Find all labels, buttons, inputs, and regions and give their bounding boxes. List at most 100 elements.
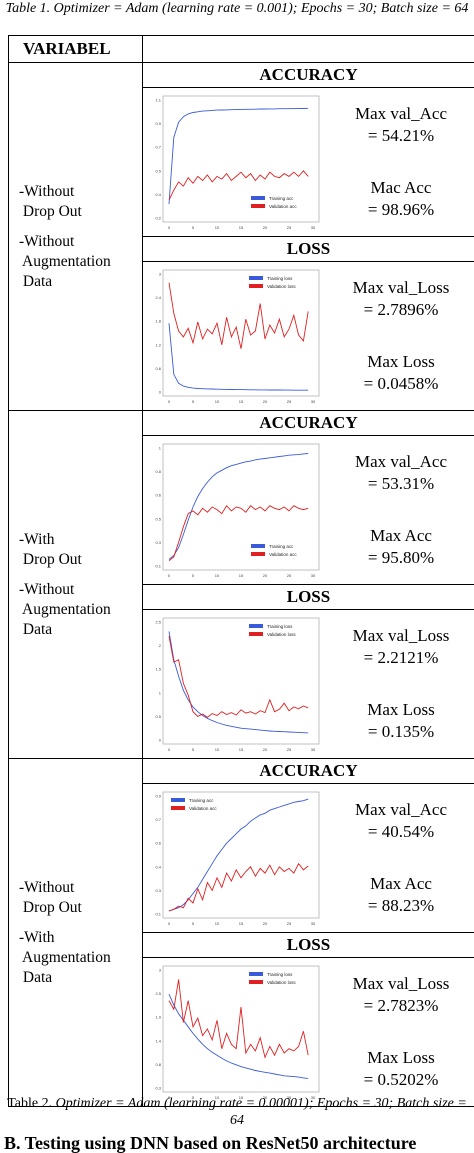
- stat-value: = 53.31%: [367, 474, 435, 493]
- accuracy-chart: 0 5 10 15 20 25 30 0.1 0.3 0.4 0.6 0.7 0.9 Training a…: [155, 791, 320, 926]
- stat-label: Max val_Acc: [354, 452, 448, 471]
- series-line: [168, 979, 309, 1059]
- stat-label: Max val_Acc: [354, 800, 448, 819]
- var-line: Drop Out: [19, 898, 82, 916]
- stat-value: = 2.2121%: [363, 648, 439, 667]
- y-tick-label: 1.8: [155, 319, 161, 324]
- y-tick-label: 0: [159, 738, 162, 743]
- plot-frame: [162, 791, 320, 919]
- legend-label: Validation loss: [267, 632, 296, 637]
- y-tick-label: 0.5: [155, 714, 161, 719]
- variables-cell-2: -With Drop Out -Without Augmentation Dat…: [8, 410, 143, 759]
- loss-title: LOSS: [142, 584, 474, 610]
- y-tick-label: 0.9: [155, 794, 161, 799]
- legend-swatch: [249, 284, 263, 288]
- x-tick-label: 0: [168, 225, 171, 230]
- y-tick-label: 0.7: [155, 817, 161, 822]
- y-tick-label: 0.5: [155, 516, 161, 521]
- x-tick-label: 20: [263, 747, 268, 752]
- loss-plot-cell: 0 5 10 15 20 25 30 0 0.5 1 1.5 2 2.5 Training loss Val…: [142, 609, 474, 759]
- y-tick-label: 0.3: [155, 1086, 161, 1091]
- x-tick-label: 15: [239, 225, 244, 230]
- y-tick-label: 0: [159, 390, 162, 395]
- legend-label: Validation loss: [267, 284, 296, 289]
- var-line: Data: [19, 620, 53, 638]
- plot-frame: [162, 965, 320, 1093]
- var-line: -Without: [19, 878, 75, 896]
- x-tick-label: 15: [239, 1095, 244, 1100]
- accuracy-chart: 0 5 10 15 20 25 30 0.1 0.3 0.5 0.6 0.8 1 Training acc…: [155, 443, 320, 578]
- legend-swatch: [251, 552, 265, 556]
- x-tick-label: 25: [287, 747, 292, 752]
- loss-stats: Max val_Loss = 2.7823% Max Loss = 0.5202%: [333, 958, 469, 1106]
- series-line: [168, 993, 309, 1079]
- legend-swatch: [251, 196, 265, 200]
- x-tick-label: 5: [192, 573, 195, 578]
- loss-plot-cell: 0 5 10 15 20 25 30 0 0.6 1.2 1.8 2.4 3 Training loss V…: [142, 261, 474, 411]
- accuracy-plot-cell: 0 5 10 15 20 25 30 0.1 0.3 0.5 0.6 0.8 1 Training acc…: [142, 435, 474, 585]
- variabel-header: VARIABEL: [8, 35, 143, 63]
- y-tick-label: 0.5: [155, 168, 161, 173]
- stat-value: = 0.0458%: [363, 374, 439, 393]
- legend-label: Validation acc: [189, 806, 217, 811]
- x-tick-label: 5: [192, 399, 195, 404]
- series-line: [168, 453, 309, 560]
- legend-label: Validation acc: [269, 552, 297, 557]
- y-tick-label: 0.8: [155, 469, 161, 474]
- table2-caption-prefix: Table 2.: [7, 1096, 56, 1111]
- y-tick-label: 0.8: [155, 1062, 161, 1067]
- x-tick-label: 25: [287, 1095, 292, 1100]
- x-tick-label: 10: [215, 921, 220, 926]
- variables-cell-1: -Without Drop Out -Without Augmentation …: [8, 62, 143, 411]
- y-tick-label: 0.1: [155, 912, 161, 917]
- x-tick-label: 5: [192, 921, 195, 926]
- x-tick-label: 20: [263, 399, 268, 404]
- section-heading: B. Testing using DNN based on ResNet50 a…: [4, 1133, 417, 1153]
- table2-caption: Table 2. Optimizer = Adam (learning rate…: [0, 1095, 474, 1129]
- stat-label: Max val_Loss: [352, 626, 450, 645]
- x-tick-label: 10: [215, 747, 220, 752]
- plot-frame: [162, 269, 320, 397]
- x-tick-label: 15: [239, 747, 244, 752]
- stat-label: Max val_Loss: [352, 278, 450, 297]
- header-empty-cell: [142, 35, 474, 63]
- series-line: [168, 170, 309, 201]
- x-tick-label: 10: [215, 573, 220, 578]
- results-table: VARIABEL -Without Drop Out -Without Augm…: [8, 35, 474, 1107]
- loss-chart: 0 5 10 15 20 25 30 0.3 0.8 1.4 1.9 2.5 3 Training los…: [155, 965, 320, 1100]
- y-tick-label: 0.3: [155, 540, 161, 545]
- x-tick-label: 20: [263, 921, 268, 926]
- var-line: Augmentation: [19, 948, 111, 966]
- stat-label: Max val_Loss: [352, 974, 450, 993]
- y-tick-label: 1: [159, 690, 162, 695]
- series-line: [168, 862, 309, 912]
- x-tick-label: 30: [311, 573, 316, 578]
- y-tick-label: 1: [159, 446, 162, 451]
- y-tick-label: 1.5: [155, 667, 161, 672]
- loss-title: LOSS: [142, 932, 474, 958]
- y-tick-label: 2.5: [155, 991, 161, 996]
- x-tick-label: 0: [168, 573, 171, 578]
- stat-value: = 95.80%: [367, 548, 435, 567]
- x-tick-label: 30: [311, 399, 316, 404]
- x-tick-label: 25: [287, 573, 292, 578]
- x-tick-label: 10: [215, 1095, 220, 1100]
- legend-swatch: [249, 624, 263, 628]
- stat-value: = 88.23%: [367, 896, 435, 915]
- accuracy-plot-cell: 0 5 10 15 20 25 30 0.1 0.3 0.4 0.6 0.7 0.9 Training a…: [142, 783, 474, 933]
- var-line: Drop Out: [19, 550, 82, 568]
- stat-value: = 2.7823%: [363, 996, 439, 1015]
- x-tick-label: 5: [192, 225, 195, 230]
- series-line: [168, 504, 309, 562]
- y-tick-label: 1.4: [155, 1038, 161, 1043]
- y-tick-label: 0.3: [155, 888, 161, 893]
- y-tick-label: 0.4: [155, 192, 161, 197]
- legend-swatch: [249, 980, 263, 984]
- accuracy-chart: 0 5 10 15 20 25 30 0.2 0.4 0.5 0.7 0.9 1.1 Training a…: [155, 95, 320, 230]
- y-tick-label: 2.5: [155, 620, 161, 625]
- plot-frame: [162, 95, 320, 223]
- x-tick-label: 0: [168, 921, 171, 926]
- x-tick-label: 30: [311, 225, 316, 230]
- stat-label: Max Loss: [367, 700, 435, 719]
- y-tick-label: 0.7: [155, 145, 161, 150]
